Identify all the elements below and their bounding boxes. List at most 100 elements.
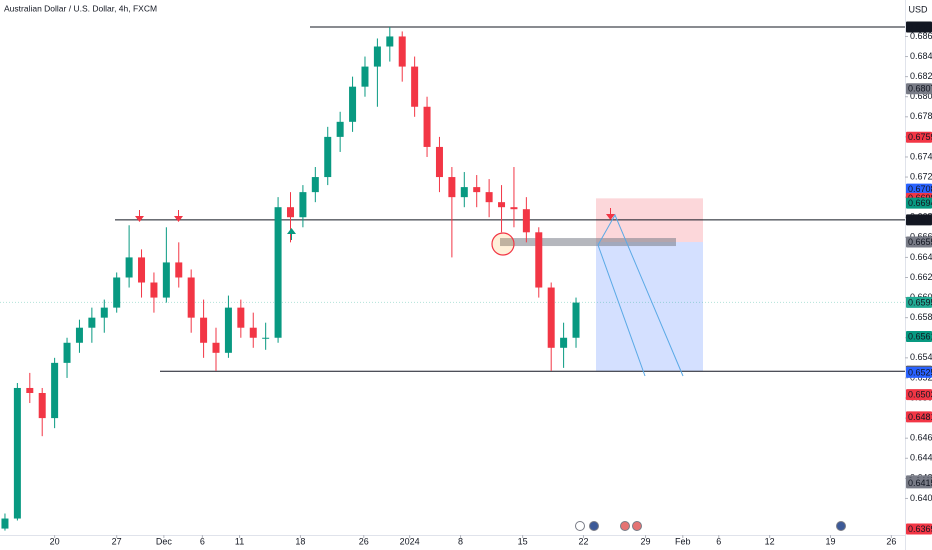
price-tag-label: 0.65255 — [908, 367, 932, 377]
candle-body — [386, 36, 394, 47]
candle-body — [113, 277, 121, 308]
candle-body — [286, 207, 294, 218]
drawings — [0, 26, 905, 372]
y-tick-label: 0.65400 — [910, 352, 932, 362]
event-icon — [632, 521, 642, 531]
up-arrow — [287, 228, 296, 240]
x-tick-label: 22 — [578, 536, 588, 546]
candle-body — [336, 121, 344, 137]
event-icon — [575, 521, 585, 531]
event-icon — [620, 521, 630, 531]
price-tag — [906, 236, 932, 248]
candle-body — [1, 518, 9, 529]
candle-body — [75, 327, 83, 343]
price-tag — [906, 330, 932, 342]
price-tag-label: 0.63696 — [908, 524, 932, 534]
candle-body — [88, 317, 96, 328]
zone-bar — [500, 238, 676, 247]
x-tick-label: 15 — [518, 536, 528, 546]
candle-body — [572, 302, 580, 338]
candle-body — [498, 202, 506, 208]
y-tick-label: 0.68000 — [910, 91, 932, 101]
candle-body — [26, 387, 34, 393]
candle-body — [274, 207, 282, 338]
candle-body — [150, 282, 158, 298]
candle-body — [460, 187, 468, 198]
price-tag — [906, 21, 932, 33]
price-tag-label: 0.67597 — [908, 132, 932, 142]
candle-body — [63, 342, 71, 363]
x-tick-label: 6 — [200, 536, 205, 546]
candle-body — [100, 307, 108, 318]
price-tag-label: 0.64812 — [908, 412, 932, 422]
candle-body — [299, 192, 307, 218]
axes: 0.686000.684000.682000.680000.678000.676… — [50, 21, 932, 546]
price-tag — [906, 131, 932, 143]
price-tag — [906, 477, 932, 489]
price-tag — [906, 389, 932, 401]
candle-body — [224, 307, 232, 353]
candle-body — [560, 337, 568, 348]
y-tick-label: 0.65800 — [910, 312, 932, 322]
candles — [1, 27, 580, 531]
candle-body — [249, 327, 257, 338]
price-tag — [906, 411, 932, 423]
candle-body — [51, 362, 59, 419]
candle-body — [175, 262, 183, 278]
y-tick-label: 0.68200 — [910, 71, 932, 81]
candle-body — [349, 86, 357, 122]
price-tag-label: 0.68079 — [908, 84, 932, 94]
price-tag-label: 0.66774 — [908, 215, 932, 225]
y-tick-label: 0.67200 — [910, 171, 932, 181]
candle-body — [237, 307, 245, 328]
x-tick-label: 18 — [295, 536, 305, 546]
x-tick-label: 29 — [641, 536, 651, 546]
x-tick-label: Feb — [675, 536, 691, 546]
projection-path — [597, 213, 684, 377]
price-tag — [906, 214, 932, 226]
candle-body — [373, 46, 381, 67]
x-tick-label: 6 — [716, 536, 721, 546]
price-tag-label: 0.65613 — [908, 331, 932, 341]
candle-body — [262, 337, 270, 339]
x-tick-label: 19 — [826, 536, 836, 546]
candle-body — [361, 66, 369, 87]
y-tick-label: 0.68600 — [910, 31, 932, 41]
y-tick-label: 0.66200 — [910, 272, 932, 282]
highlight-circle — [491, 232, 515, 256]
candle-body — [448, 177, 456, 198]
x-tick-label: 11 — [235, 536, 244, 546]
price-tag — [906, 366, 932, 378]
candle-body — [38, 392, 46, 419]
y-tick-label: 0.67800 — [910, 111, 932, 121]
candle-body — [398, 36, 406, 67]
x-tick-label: 12 — [765, 536, 775, 546]
candle-body — [423, 106, 431, 147]
y-tick-label: 0.66400 — [910, 252, 932, 262]
candle-body — [547, 287, 555, 348]
down-arrow — [135, 210, 144, 222]
x-tick-label: 20 — [50, 536, 60, 546]
candle-body — [311, 177, 319, 193]
price-tag-label: 0.65952 — [908, 297, 932, 307]
x-tick-label: 2024 — [400, 536, 420, 546]
candle-body — [485, 192, 493, 203]
price-tag-label: 0.68694 — [908, 22, 932, 32]
candle-body — [473, 187, 481, 193]
event-icon — [836, 521, 846, 531]
currency-label: USD — [908, 4, 928, 14]
candle-body — [212, 342, 220, 353]
price-tag — [906, 183, 932, 195]
y-tick-label: 0.64600 — [910, 433, 932, 443]
candle-body — [510, 207, 518, 210]
y-tick-label: 0.64400 — [910, 453, 932, 463]
candle-body — [125, 257, 133, 278]
down-arrow — [174, 210, 183, 222]
candle-body — [535, 232, 543, 288]
x-tick-label: Dec — [156, 536, 173, 546]
down-arrow — [606, 208, 615, 220]
price-tag-label: 0.65034 — [908, 389, 932, 399]
